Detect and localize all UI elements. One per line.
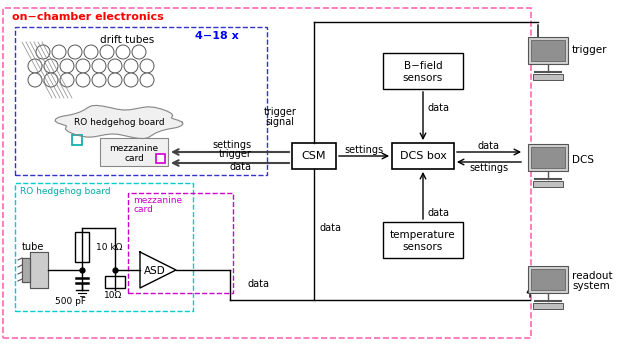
Bar — [533, 181, 563, 187]
Text: data: data — [478, 141, 500, 151]
Text: DCS box: DCS box — [399, 151, 447, 161]
Text: tube: tube — [22, 242, 44, 252]
Bar — [531, 40, 565, 61]
Text: system: system — [572, 281, 610, 291]
Circle shape — [36, 45, 50, 59]
Circle shape — [68, 45, 82, 59]
Circle shape — [108, 59, 122, 73]
Text: card: card — [124, 153, 144, 162]
Circle shape — [140, 59, 154, 73]
Text: sensors: sensors — [403, 242, 443, 252]
Bar — [128, 193, 233, 293]
Bar — [383, 53, 463, 89]
Circle shape — [140, 73, 154, 87]
Bar — [528, 266, 568, 293]
Polygon shape — [55, 105, 183, 139]
Text: settings: settings — [469, 163, 509, 173]
Text: data: data — [428, 208, 450, 218]
Text: 4−18 x: 4−18 x — [195, 31, 239, 41]
Text: 500 pF: 500 pF — [55, 298, 86, 307]
Text: trigger: trigger — [264, 107, 297, 117]
Circle shape — [52, 45, 66, 59]
Bar — [392, 143, 454, 169]
Polygon shape — [140, 252, 176, 288]
Bar — [383, 222, 463, 258]
Bar — [15, 27, 267, 175]
Circle shape — [92, 73, 106, 87]
Bar — [75, 232, 89, 262]
Text: mezzanine: mezzanine — [133, 195, 182, 204]
Circle shape — [60, 59, 74, 73]
Text: settings: settings — [213, 140, 252, 150]
Bar — [531, 269, 565, 290]
Text: B−field: B−field — [404, 61, 442, 71]
Bar — [528, 144, 568, 171]
Circle shape — [92, 59, 106, 73]
Bar — [3, 8, 531, 338]
Circle shape — [100, 45, 114, 59]
Bar — [533, 303, 563, 309]
Bar — [105, 276, 125, 288]
Bar — [156, 154, 165, 163]
Circle shape — [132, 45, 146, 59]
Circle shape — [108, 73, 122, 87]
Bar — [292, 143, 336, 169]
Circle shape — [116, 45, 130, 59]
Text: settings: settings — [345, 145, 384, 155]
Text: data: data — [428, 103, 450, 113]
Circle shape — [124, 73, 138, 87]
Text: data: data — [230, 162, 252, 172]
Circle shape — [28, 59, 42, 73]
Circle shape — [60, 73, 74, 87]
Text: DCS: DCS — [572, 155, 594, 165]
Text: CSM: CSM — [302, 151, 326, 161]
Text: data: data — [248, 279, 270, 289]
Circle shape — [44, 73, 58, 87]
Bar — [533, 74, 563, 80]
Text: RO hedgehog board: RO hedgehog board — [20, 186, 110, 195]
Text: trigger: trigger — [219, 149, 252, 159]
Text: on−chamber electronics: on−chamber electronics — [12, 12, 164, 22]
Text: drift tubes: drift tubes — [100, 35, 154, 45]
Bar — [531, 147, 565, 168]
Circle shape — [124, 59, 138, 73]
Text: readout: readout — [572, 271, 613, 281]
Text: temperature: temperature — [390, 230, 456, 240]
Circle shape — [76, 59, 90, 73]
Circle shape — [28, 73, 42, 87]
Text: signal: signal — [266, 117, 295, 127]
Text: mezzanine: mezzanine — [109, 143, 158, 152]
Circle shape — [84, 45, 98, 59]
Bar — [72, 135, 82, 145]
Polygon shape — [30, 252, 48, 288]
Circle shape — [76, 73, 90, 87]
Bar — [528, 37, 568, 64]
Bar — [100, 138, 168, 166]
Polygon shape — [22, 258, 30, 282]
Text: ASD: ASD — [144, 266, 166, 276]
Circle shape — [44, 59, 58, 73]
Bar — [15, 183, 193, 311]
Text: card: card — [133, 204, 153, 214]
Text: trigger: trigger — [572, 45, 608, 55]
Text: RO hedgehog board: RO hedgehog board — [74, 118, 164, 127]
Text: sensors: sensors — [403, 73, 443, 83]
Text: 10 kΩ: 10 kΩ — [96, 243, 122, 251]
Text: 10Ω: 10Ω — [104, 291, 122, 301]
Text: data: data — [320, 223, 342, 233]
